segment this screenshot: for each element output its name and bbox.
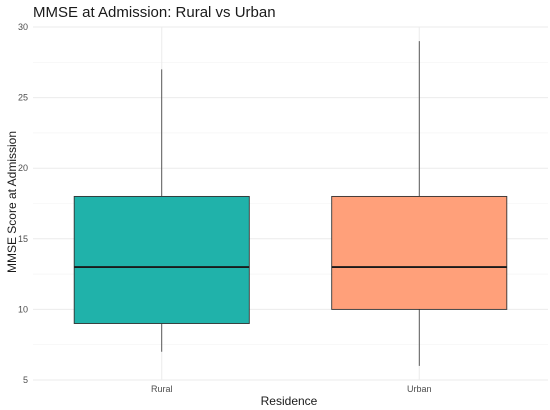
x-tick-labels: Rural Urban bbox=[151, 384, 432, 394]
x-tick-label: Urban bbox=[407, 384, 432, 394]
y-tick-label: 5 bbox=[23, 375, 28, 385]
y-tick-label: 25 bbox=[18, 93, 28, 103]
x-axis-title: Residence bbox=[261, 394, 318, 408]
y-tick-label: 30 bbox=[18, 22, 28, 32]
box-rural bbox=[73, 69, 250, 352]
chart-title: MMSE at Admission: Rural vs Urban bbox=[33, 4, 276, 21]
y-tick-label: 20 bbox=[18, 163, 28, 173]
y-tick-label: 10 bbox=[18, 304, 28, 314]
x-tick-label: Rural bbox=[151, 384, 173, 394]
y-axis-title: MMSE Score at Admission bbox=[5, 131, 19, 273]
y-tick-labels: 5 10 15 20 25 30 bbox=[18, 22, 28, 385]
y-tick-label: 15 bbox=[18, 234, 28, 244]
iqr-box bbox=[73, 195, 250, 324]
box-urban bbox=[331, 41, 508, 366]
box-group bbox=[73, 41, 508, 366]
iqr-box bbox=[331, 195, 508, 310]
